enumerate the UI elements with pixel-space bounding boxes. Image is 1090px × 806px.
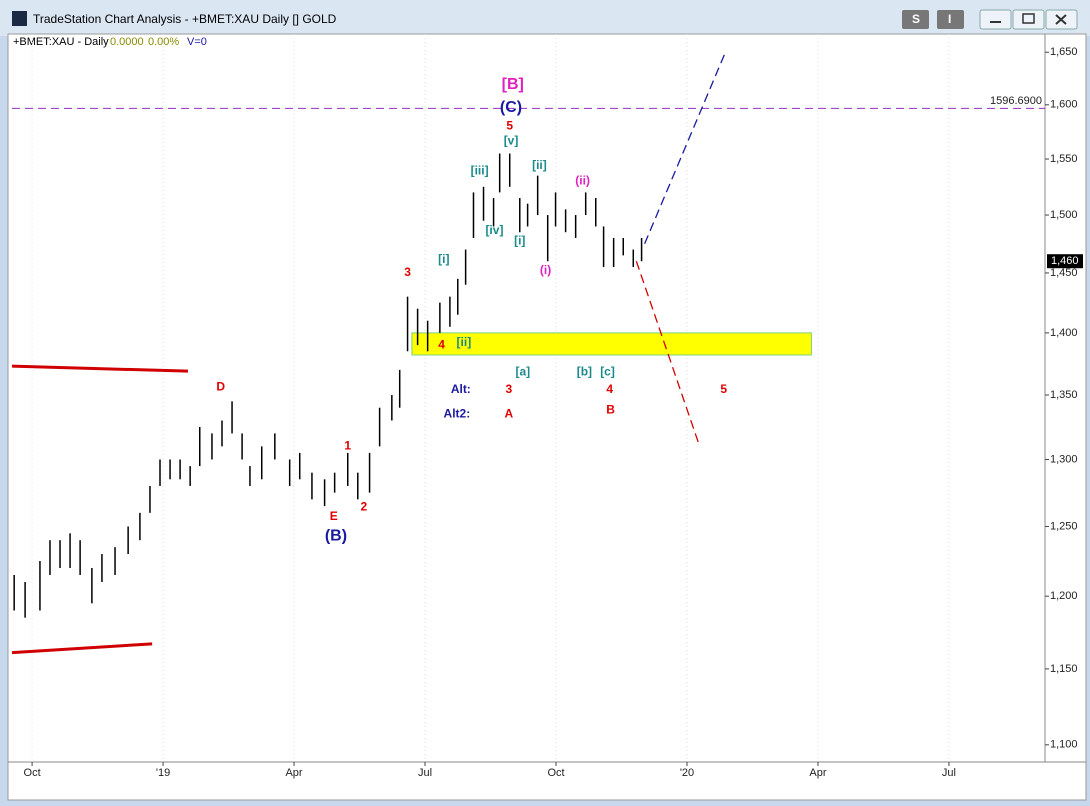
y-tick-label: 1,200 bbox=[1050, 590, 1078, 602]
y-tick-label: 1,650 bbox=[1050, 46, 1078, 58]
wave-label: [ii] bbox=[532, 158, 547, 172]
wave-label: [v] bbox=[504, 134, 519, 148]
wave-label: [a] bbox=[515, 365, 530, 379]
close-glyph bbox=[1055, 14, 1067, 25]
y-tick-label: 1,100 bbox=[1050, 739, 1078, 751]
wave-label: 4 bbox=[438, 337, 445, 351]
y-tick-label: 1,350 bbox=[1050, 389, 1078, 401]
button[interactable] bbox=[937, 10, 964, 29]
y-tick-label: 1,250 bbox=[1050, 520, 1078, 532]
wave-label: A bbox=[505, 406, 514, 420]
wave-label: (B) bbox=[325, 527, 347, 544]
wave-label: (C) bbox=[500, 99, 522, 116]
x-tick-label: Apr bbox=[285, 767, 302, 779]
x-tick-label: Apr bbox=[809, 767, 826, 779]
button-label[interactable]: I bbox=[948, 12, 951, 26]
wave-label: Alt2: bbox=[444, 406, 471, 420]
app-icon bbox=[12, 11, 27, 26]
x-tick-label: Oct bbox=[24, 767, 41, 779]
wave-label: 3 bbox=[404, 265, 411, 279]
y-tick-label: 1,450 bbox=[1050, 267, 1078, 279]
last-price-label: 1,460 bbox=[1051, 255, 1079, 267]
wave-label: [B] bbox=[502, 76, 524, 93]
price-zone bbox=[411, 332, 812, 356]
wave-label: 4 bbox=[606, 382, 613, 396]
y-tick-label: 1,550 bbox=[1050, 153, 1078, 165]
trendline bbox=[644, 51, 727, 244]
maximize-glyph bbox=[1022, 13, 1035, 24]
quote-percent: 0.00% bbox=[148, 36, 179, 48]
wave-label: [iv] bbox=[485, 223, 503, 237]
wave-label: 3 bbox=[506, 382, 513, 396]
wave-label: [i] bbox=[514, 234, 525, 248]
wave-label: [b] bbox=[577, 365, 592, 379]
minimize-button[interactable] bbox=[979, 9, 1012, 30]
y-tick-label: 1,300 bbox=[1050, 453, 1078, 465]
window-title: TradeStation Chart Analysis - +BMET:XAU … bbox=[33, 12, 337, 26]
y-tick-label: 1,600 bbox=[1050, 99, 1078, 111]
y-tick-label: 1,400 bbox=[1050, 327, 1078, 339]
chart-title: +BMET:XAU - Daily bbox=[13, 36, 109, 48]
quote-change: 0.0000 bbox=[110, 36, 144, 48]
wave-label: 5 bbox=[720, 382, 727, 396]
x-tick-label: '19 bbox=[156, 767, 170, 779]
reference-label: 1596.6900 bbox=[990, 95, 1042, 107]
wave-label: (ii) bbox=[575, 173, 590, 187]
wave-label: E bbox=[330, 509, 338, 523]
maximize-button[interactable] bbox=[1012, 9, 1045, 30]
y-tick-label: 1,150 bbox=[1050, 663, 1078, 675]
trendline bbox=[635, 260, 699, 443]
wave-label: [i] bbox=[438, 252, 449, 266]
x-tick-label: Jul bbox=[942, 767, 956, 779]
wave-label: Alt: bbox=[451, 382, 471, 396]
wave-label: D bbox=[216, 380, 225, 394]
wave-label: (i) bbox=[540, 263, 551, 277]
wave-label: [ii] bbox=[457, 335, 472, 349]
x-tick-label: '20 bbox=[680, 767, 694, 779]
wave-label: 5 bbox=[506, 118, 513, 132]
button[interactable] bbox=[902, 10, 929, 29]
y-tick-label: 1,500 bbox=[1050, 209, 1078, 221]
x-tick-label: Jul bbox=[418, 767, 432, 779]
quote-volume: V=0 bbox=[187, 36, 207, 48]
last-price-box bbox=[1047, 254, 1083, 269]
chart-panel bbox=[7, 33, 1087, 801]
wave-label: 2 bbox=[361, 500, 368, 514]
trendline bbox=[11, 642, 153, 655]
button-label[interactable]: S bbox=[912, 12, 920, 26]
wave-label: [c] bbox=[600, 365, 615, 379]
wave-label: [iii] bbox=[471, 163, 489, 177]
trendline bbox=[11, 364, 188, 373]
wave-label: 1 bbox=[344, 439, 351, 453]
wave-label: B bbox=[606, 402, 615, 416]
x-tick-label: Oct bbox=[547, 767, 564, 779]
